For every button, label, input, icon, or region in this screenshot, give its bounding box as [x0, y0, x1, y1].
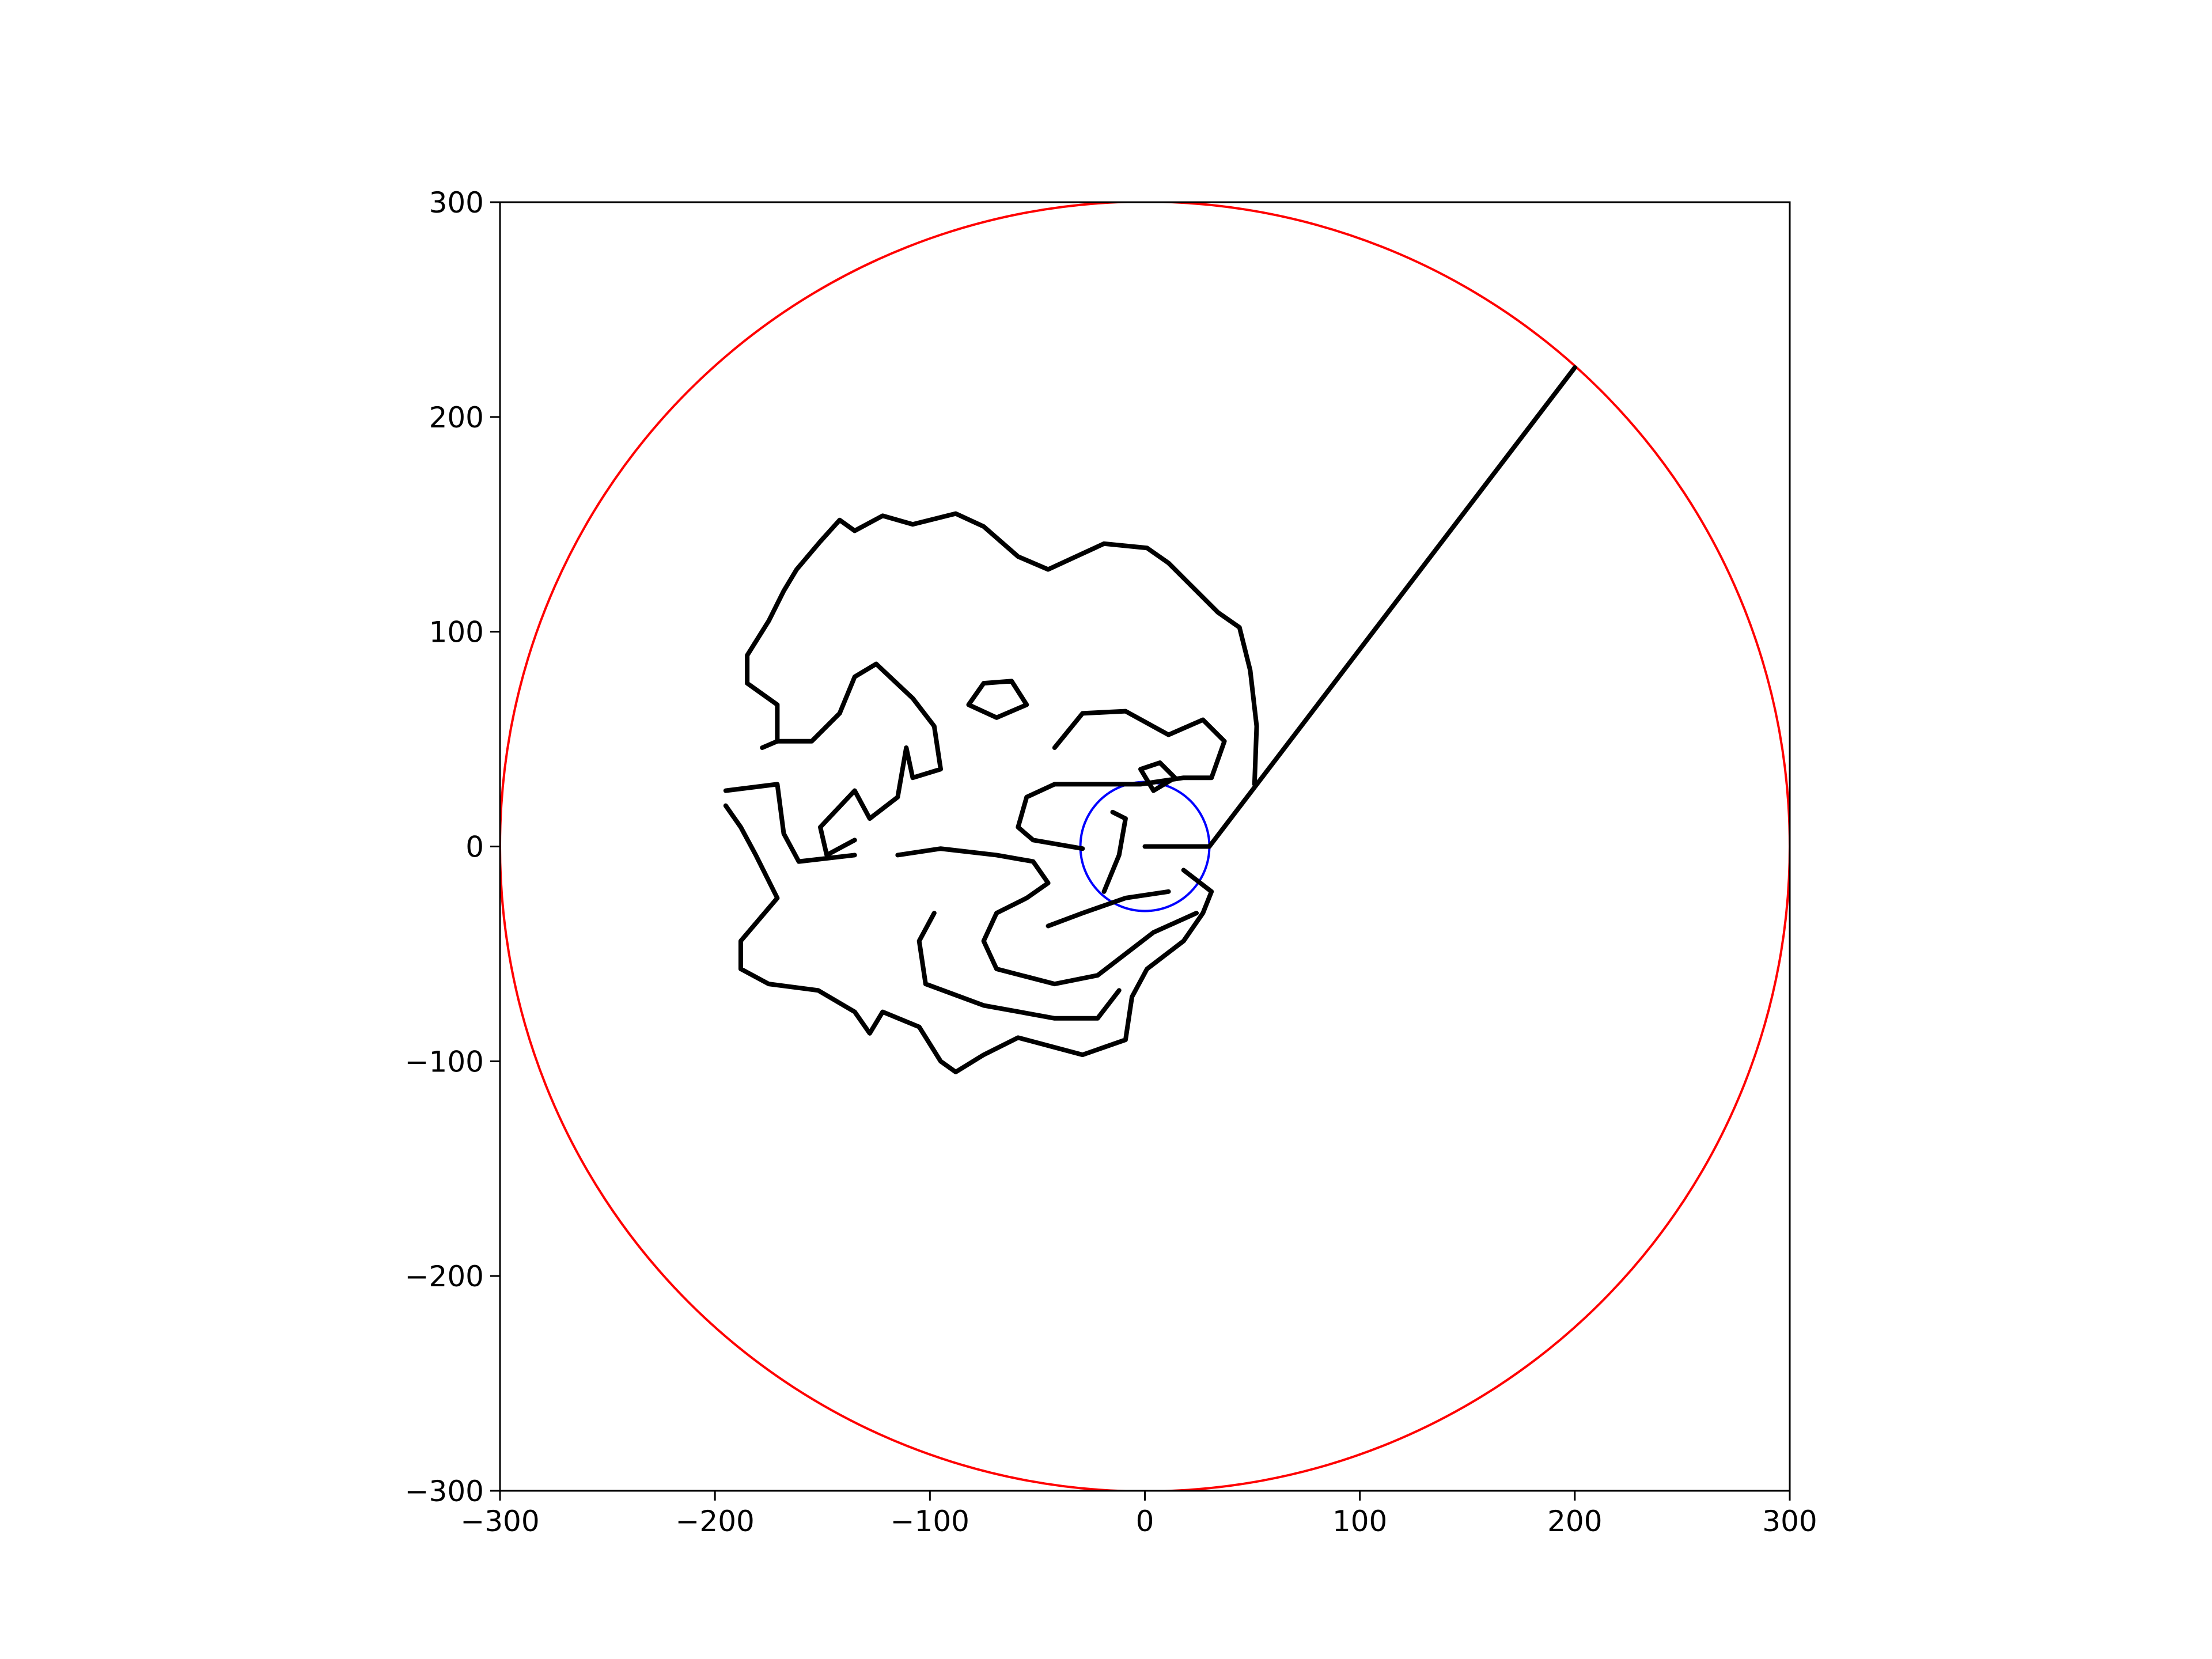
y-tick-label: 100 [429, 616, 484, 649]
x-tick-label: −300 [460, 1505, 539, 1538]
y-tick-label: 200 [429, 401, 484, 434]
x-tick-label: −200 [675, 1505, 754, 1538]
x-tick-label: 200 [1547, 1505, 1602, 1538]
x-tick-label: −100 [891, 1505, 969, 1538]
y-tick-label: −200 [405, 1260, 484, 1293]
y-tick-label: 0 [465, 831, 484, 864]
line-series [723, 511, 1259, 1074]
line-series [1207, 365, 1577, 849]
y-tick-label: −300 [405, 1475, 484, 1508]
x-tick-label: 0 [1136, 1505, 1154, 1538]
y-tick-label: −100 [405, 1045, 484, 1078]
y-tick-label: 300 [429, 186, 484, 219]
plot-area [500, 202, 1790, 1491]
x-tick-label: 300 [1762, 1505, 1817, 1538]
x-tick-label: 100 [1332, 1505, 1387, 1538]
